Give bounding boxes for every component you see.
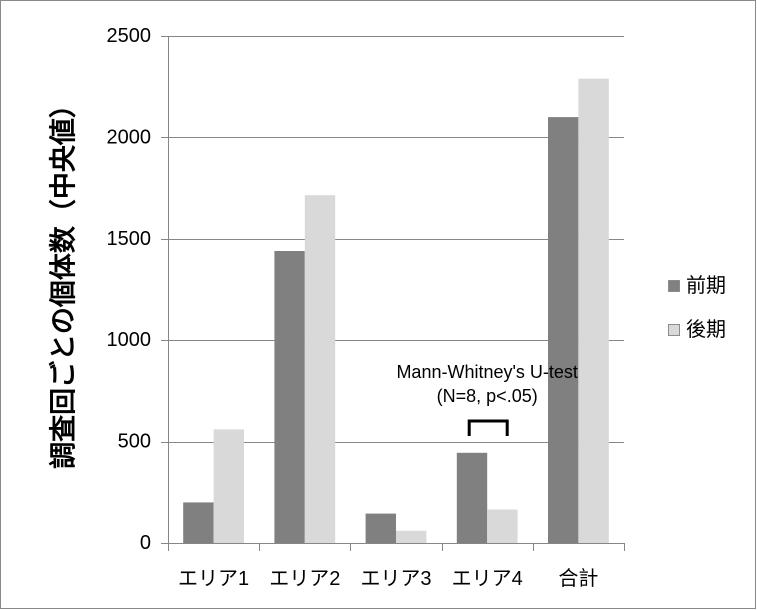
legend-label-1: 前期 [686,274,726,297]
y-tick-label-0: 0 [140,532,151,554]
annotations: Mann-Whitney's U-test (N=8, p<.05) [396,362,578,436]
bar-series-1-category-5 [548,117,579,543]
x-tick-label-5: 合計 [558,567,598,590]
bar-series-2-category-4 [487,509,518,543]
legend-item-2: 後期 [668,318,726,341]
bar-series-2-category-2 [304,195,336,543]
bar-series-2-category-5 [578,78,609,543]
significance-bracket [467,419,509,436]
legend-item-1: 前期 [668,274,726,297]
x-tick-label-1: エリア1 [178,568,249,590]
bar-series-1-category-1 [183,502,214,543]
bar-series-2-category-1 [213,429,244,543]
x-tick-labels: エリア1 エリア2 エリア3 エリア4 合計 [178,567,598,590]
y-tick-label-2500: 2500 [107,25,152,47]
bar-series-1-category-3 [365,513,396,543]
bar-series-1-category-2 [274,251,305,543]
legend-swatch-2 [668,324,680,336]
y-tick-labels: 0 500 1000 1500 2000 2500 [107,25,152,554]
y-tick-label-1000: 1000 [107,329,152,351]
y-tick-label-1500: 1500 [107,228,152,250]
axes [161,36,625,551]
bar-series-2-category-3 [396,530,427,543]
x-tick-label-4: エリア4 [452,568,523,590]
y-axis-title: 調査回ごとの個体数（中央値） [48,91,80,469]
x-tick-label-3: エリア3 [360,568,431,590]
y-tick-label-500: 500 [118,431,151,453]
bar-series-1-category-4 [456,452,488,543]
annotation-line-2: (N=8, p<.05) [437,386,538,406]
legend-swatch-1 [668,280,680,292]
annotation-line-1: Mann-Whitney's U-test [396,362,578,382]
bars [183,78,609,543]
x-tick-label-2: エリア2 [269,568,340,590]
legend-label-2: 後期 [686,318,726,341]
y-tick-label-2000: 2000 [107,126,152,148]
